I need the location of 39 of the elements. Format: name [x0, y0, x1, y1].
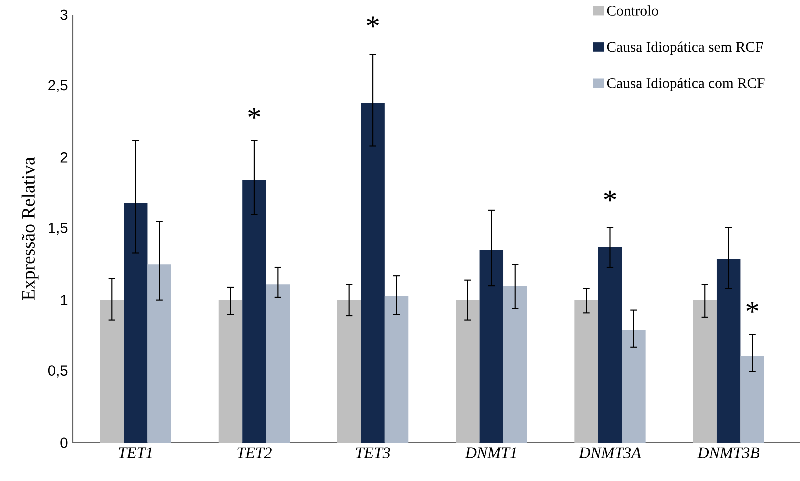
- bar: [622, 330, 646, 443]
- bar: [361, 103, 385, 443]
- bar: [480, 250, 504, 443]
- bar: [148, 264, 172, 443]
- annotation: *: [604, 190, 616, 202]
- x-tick-label: TET1: [119, 448, 152, 458]
- bar: [693, 300, 717, 443]
- y-tick-label: 1,5: [49, 223, 68, 235]
- bar: [242, 180, 266, 443]
- annotation: *: [248, 108, 260, 119]
- y-tick-label: 2: [60, 152, 68, 163]
- annotation: *: [367, 16, 379, 28]
- x-tick-label: TET2: [238, 448, 272, 458]
- bar: [504, 286, 528, 443]
- x-tick-label: DNMT1: [465, 448, 516, 458]
- bar: [740, 356, 764, 443]
- bar: [337, 300, 362, 443]
- y-tick-label: 2,5: [48, 80, 68, 92]
- bar: [574, 300, 598, 443]
- bar: [100, 300, 124, 443]
- x-tick-label: TET3: [356, 448, 390, 458]
- bar: [124, 203, 148, 443]
- bar: [598, 248, 622, 443]
- bar: [266, 284, 290, 443]
- bar: [384, 296, 409, 443]
- legend-label: Controlo: [607, 6, 658, 16]
- x-tick-label: DNMT3B: [698, 448, 760, 458]
- legend-label: Causa Idiopática com RCF: [607, 78, 765, 92]
- y-tick-label: 0: [60, 438, 68, 448]
- legend-label: Causa Idiopática sem RCF: [607, 42, 764, 56]
- annotation: *: [746, 302, 758, 313]
- y-tick-label: 3: [60, 10, 68, 20]
- y-axis-title: Expressão Relativa: [22, 157, 39, 300]
- y-tick-label: 0,5: [48, 366, 68, 378]
- x-tick-label: DNMT3A: [578, 448, 642, 458]
- bar: [716, 258, 741, 443]
- y-tick-label: 1: [61, 295, 68, 306]
- bar: [218, 300, 243, 443]
- bar: [456, 300, 480, 443]
